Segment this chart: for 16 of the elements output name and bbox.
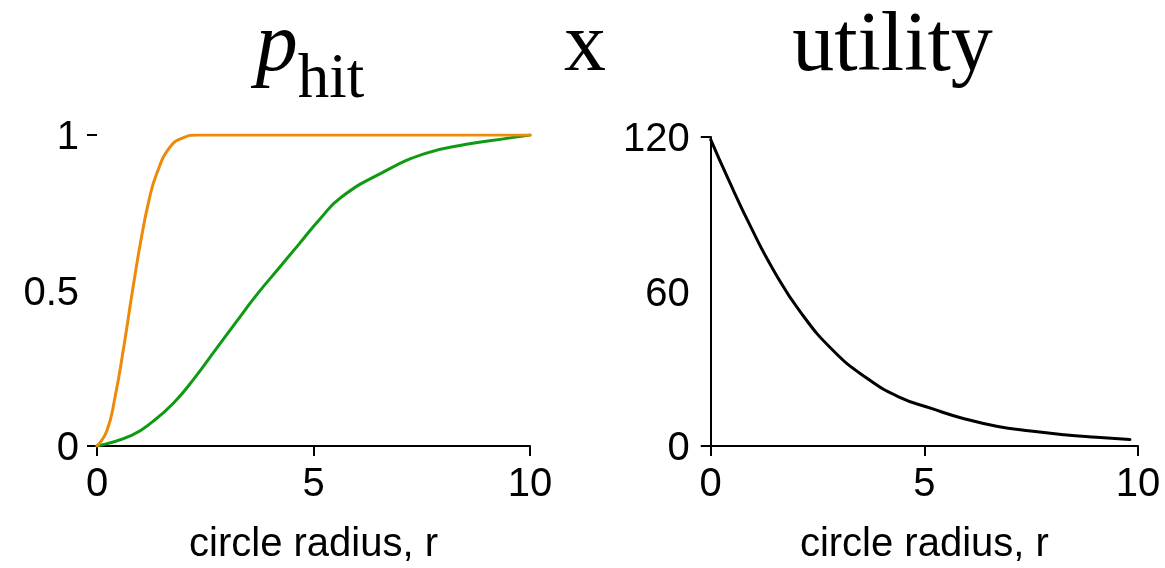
- y-tick-label: 120: [622, 115, 690, 159]
- x-axis-title: circle radius, r: [189, 520, 438, 564]
- x-axis-title: circle radius, r: [799, 520, 1049, 564]
- x-tick-label: 5: [302, 460, 325, 504]
- y-tick-label: 0.5: [23, 268, 79, 313]
- x-tick-label: 10: [1115, 460, 1161, 504]
- y-tick-label: 0: [56, 424, 79, 468]
- text: x: [564, 0, 606, 88]
- y-tick-label: 60: [645, 269, 690, 314]
- y-tick-label: 0: [667, 424, 690, 468]
- y-tick-label: 1: [56, 113, 79, 157]
- chart-title: utility: [792, 0, 993, 88]
- x-tick-label: 10: [507, 460, 553, 504]
- x-tick-label: 5: [913, 460, 936, 504]
- x-tick-label: 0: [85, 460, 109, 504]
- x-tick-label: 0: [699, 460, 722, 504]
